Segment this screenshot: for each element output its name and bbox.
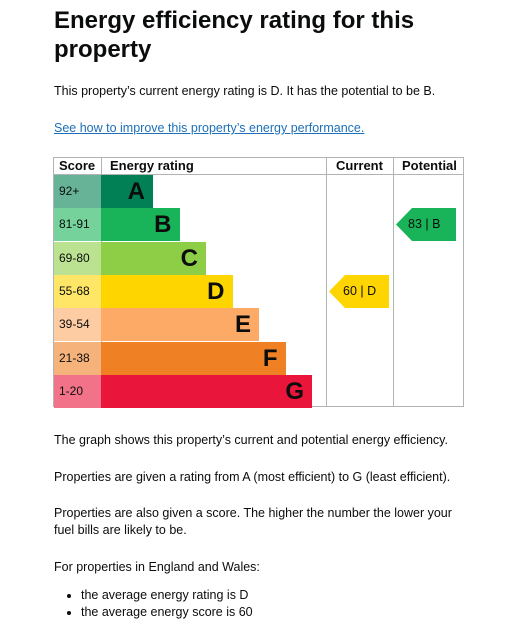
band-letter: C (180, 244, 198, 272)
potential-marker-shape (396, 208, 456, 242)
band-score-range: 81-91 (54, 208, 101, 242)
band-bar-b: B (101, 208, 180, 242)
intro-text: This property’s current energy rating is… (54, 84, 436, 98)
rating-description: Properties are given a rating from A (mo… (54, 470, 451, 484)
current-marker-shape (329, 274, 389, 308)
england-wales-intro: For properties in England and Wales: (54, 560, 260, 574)
current-rating-label: 60 | D (343, 283, 377, 298)
header-score: Score (59, 158, 96, 173)
band-score-range: 55-68 (54, 274, 101, 308)
page-title: Energy efficiency rating for this proper… (54, 7, 415, 63)
graph-description: The graph shows this property’s current … (54, 433, 448, 447)
band-letter: F (262, 344, 278, 372)
header-divider (53, 174, 464, 175)
band-bar-e: E (101, 308, 259, 342)
header-energy-rating: Energy rating (110, 158, 194, 173)
header-potential: Potential (402, 158, 457, 173)
band-score-range: 1-20 (54, 374, 101, 408)
band-letter: G (285, 377, 304, 405)
current-rating-marker: 60 | D (329, 274, 389, 308)
header-current: Current (336, 158, 383, 173)
averages-list: the average energy rating is D the avera… (54, 587, 253, 621)
band-bar-f: F (101, 341, 286, 375)
band-score-range: 69-80 (54, 241, 101, 275)
potential-rating-marker: 83 | B (396, 208, 456, 242)
band-bar-c: C (101, 241, 206, 275)
band-letter: B (154, 211, 172, 239)
band-letter: A (127, 178, 145, 205)
improve-performance-link[interactable]: See how to improve this property’s energ… (54, 121, 365, 135)
energy-rating-chart: Score Energy rating Current Potential 92… (53, 157, 464, 408)
band-score-range: 39-54 (54, 308, 101, 342)
list-item: the average energy rating is D (81, 587, 253, 604)
band-letter: E (234, 311, 251, 339)
band-score-range: 92+ (54, 175, 101, 208)
potential-rating-label: 83 | B (408, 217, 441, 232)
column-divider-rating (326, 157, 327, 407)
band-bar-a: A (101, 175, 153, 208)
band-letter: D (207, 277, 225, 305)
band-bar-d: D (101, 274, 233, 308)
score-description: Properties are also given a score. The h… (54, 506, 452, 537)
band-bar-g: G (101, 374, 312, 408)
band-score-range: 21-38 (54, 341, 101, 375)
list-item: the average energy score is 60 (81, 604, 253, 621)
column-divider-current (393, 157, 394, 407)
